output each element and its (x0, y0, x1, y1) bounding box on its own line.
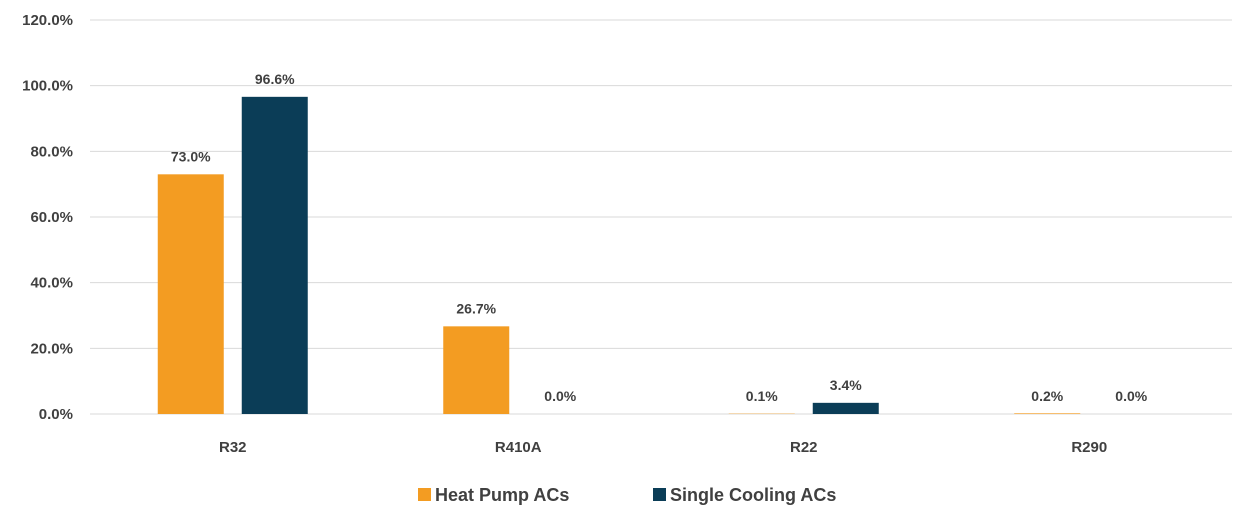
x-category-label: R410A (495, 439, 542, 456)
data-label: 26.7% (456, 300, 496, 316)
x-category-label: R22 (790, 439, 818, 456)
bar-heat-pump-r410a (443, 326, 509, 414)
data-label: 0.0% (544, 388, 576, 404)
y-tick-label: 80.0% (30, 143, 73, 160)
y-tick-label: 20.0% (30, 340, 73, 357)
data-label: 96.6% (255, 71, 295, 87)
data-label: 0.1% (746, 388, 778, 404)
data-label: 73.0% (171, 148, 211, 164)
x-category-label: R290 (1071, 439, 1107, 456)
bar-heat-pump-r290 (1014, 413, 1080, 414)
legend-swatch (653, 488, 666, 501)
legend-label: Single Cooling ACs (670, 485, 836, 505)
y-tick-label: 40.0% (30, 275, 73, 292)
data-label: 0.2% (1031, 388, 1063, 404)
data-label: 3.4% (830, 377, 862, 393)
bar-single-cooling-r32 (242, 97, 308, 414)
y-tick-label: 0.0% (39, 406, 73, 423)
bar-heat-pump-r32 (158, 174, 224, 414)
y-tick-label: 60.0% (30, 209, 73, 226)
y-tick-label: 100.0% (22, 78, 73, 95)
legend-swatch (418, 488, 431, 501)
legend-label: Heat Pump ACs (435, 485, 569, 505)
bar-single-cooling-r22 (813, 403, 879, 414)
x-category-label: R32 (219, 439, 247, 456)
y-tick-label: 120.0% (22, 12, 73, 29)
data-label: 0.0% (1115, 388, 1147, 404)
